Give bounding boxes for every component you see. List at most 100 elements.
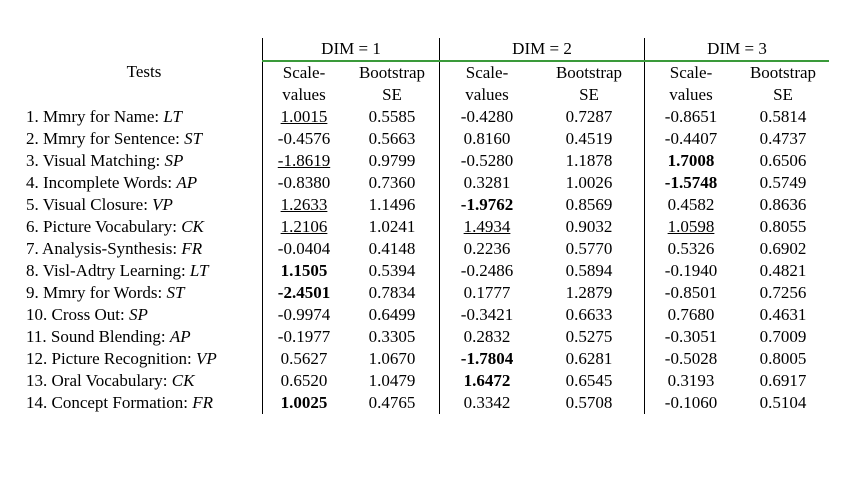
test-code: AP	[169, 327, 191, 346]
se-header: SE	[579, 85, 599, 104]
table-row: 1. Mmry for Name: LT 1.0015 0.5585 -0.4280 0…	[26, 106, 829, 128]
table-row: 12. Picture Recognition: VP 0.5627 1.0670 -…	[26, 348, 829, 370]
dim2-se-value: 0.6281	[565, 349, 613, 368]
dim2-scale-value: 0.3342	[463, 393, 511, 412]
dim2-scale-cell: -1.7804	[439, 348, 534, 370]
dim-1-header: DIM = 1	[262, 38, 440, 62]
test-name: 14. Concept Formation:	[26, 393, 193, 412]
scale-header: Scale-	[262, 61, 345, 84]
dim2-se-cell: 0.6281	[534, 348, 645, 370]
dim2-se-value: 0.6545	[565, 371, 613, 390]
dim1-se-cell: 0.4765	[345, 392, 440, 414]
dim-header-row: Tests DIM = 1 DIM = 2 DIM = 3	[26, 38, 829, 81]
test-name-cell: 8. Visl-Adtry Learning: LT	[26, 260, 263, 282]
scale-header: Scale-	[439, 61, 534, 84]
dim1-scale-cell: 1.1505	[262, 260, 345, 282]
dim1-se-value: 1.1496	[368, 195, 416, 214]
test-name-cell: 12. Picture Recognition: VP	[26, 348, 263, 370]
dim3-se-value: 0.5104	[759, 393, 807, 412]
dim2-se-cell: 0.9032	[534, 216, 645, 238]
table-row: 7. Analysis-Synthesis: FR -0.0404 0.4148 0.…	[26, 238, 829, 260]
subheader-row-2: values SE values SE values SE	[26, 84, 829, 106]
table-row: 14. Concept Formation: FR 1.0025 0.4765 0.3…	[26, 392, 829, 414]
dim3-scale-cell: -0.8651	[644, 106, 737, 128]
dim1-scale-cell: 1.0015	[262, 106, 345, 128]
dim3-se-cell: 0.7009	[737, 326, 829, 348]
dim1-scale-cell: 0.5627	[262, 348, 345, 370]
dim1-scale-value: 1.2633	[280, 195, 328, 214]
dim1-se-value: 0.4765	[368, 393, 416, 412]
test-name-cell: 13. Oral Vocabulary: CK	[26, 370, 263, 392]
dim3-scale-cell: -0.4407	[644, 128, 737, 150]
dim3-se-value: 0.8055	[759, 217, 807, 236]
se-header: SE	[382, 85, 402, 104]
dim3-se-cell: 0.5814	[737, 106, 829, 128]
test-name-cell: 6. Picture Vocabulary: CK	[26, 216, 263, 238]
test-name: 3. Visual Matching:	[26, 151, 165, 170]
dim3-scale-cell: -0.1060	[644, 392, 737, 414]
test-name-cell: 4. Incomplete Words: AP	[26, 172, 263, 194]
dim3-scale-value: 0.5326	[667, 239, 715, 258]
dim2-se-cell: 0.7287	[534, 106, 645, 128]
dim1-scale-value: -2.4501	[277, 283, 331, 302]
dim2-se-cell: 0.8569	[534, 194, 645, 216]
dim2-se-value: 1.0026	[565, 173, 613, 192]
dim1-scale-value: -0.8380	[277, 173, 331, 192]
test-name: 5. Visual Closure:	[26, 195, 153, 214]
dim3-scale-value: 0.4582	[667, 195, 715, 214]
tests-header: Tests	[126, 62, 162, 81]
dim1-scale-cell: -0.8380	[262, 172, 345, 194]
dim1-scale-cell: -2.4501	[262, 282, 345, 304]
test-name: 4. Incomplete Words:	[26, 173, 177, 192]
dim1-scale-value: 1.2106	[280, 217, 328, 236]
dim3-se-cell: 0.8005	[737, 348, 829, 370]
dim1-scale-cell: 0.6520	[262, 370, 345, 392]
dim3-se-cell: 0.7256	[737, 282, 829, 304]
dim1-se-cell: 1.0241	[345, 216, 440, 238]
dim2-scale-value: 0.2832	[463, 327, 511, 346]
dim3-scale-cell: -0.1940	[644, 260, 737, 282]
test-name: 9. Mmry for Words:	[26, 283, 167, 302]
test-code: CK	[171, 371, 195, 390]
dim1-se-cell: 0.5585	[345, 106, 440, 128]
dim3-scale-value: -0.8501	[664, 283, 718, 302]
dim1-se-cell: 0.5663	[345, 128, 440, 150]
dim1-se-value: 1.0241	[368, 217, 416, 236]
dim2-se-cell: 0.5894	[534, 260, 645, 282]
values-header: values	[644, 84, 737, 106]
test-code: ST	[184, 129, 203, 148]
dim2-scale-cell: -0.5280	[439, 150, 534, 172]
dim1-se-cell: 1.0670	[345, 348, 440, 370]
dim3-se-cell: 0.5749	[737, 172, 829, 194]
dim3-se-value: 0.8005	[759, 349, 807, 368]
dim-3-header: DIM = 3	[644, 38, 829, 62]
dim2-se-cell: 0.6633	[534, 304, 645, 326]
dim2-scale-cell: 1.6472	[439, 370, 534, 392]
dim3-se-value: 0.7256	[759, 283, 807, 302]
dim2-se-cell: 0.6545	[534, 370, 645, 392]
dim2-scale-value: -0.5280	[460, 151, 514, 170]
dim1-se-cell: 0.4148	[345, 238, 440, 260]
dim2-se-value: 1.2879	[565, 283, 613, 302]
dim1-scale-value: 0.6520	[280, 371, 328, 390]
test-code: SP	[164, 151, 184, 170]
dim3-se-value: 0.7009	[759, 327, 807, 346]
test-code: LT	[189, 261, 209, 280]
dim1-scale-cell: 1.0025	[262, 392, 345, 414]
dim2-se-value: 0.9032	[565, 217, 613, 236]
values-header: values	[262, 84, 345, 106]
dim1-se-value: 0.5663	[368, 129, 416, 148]
dim2-scale-value: 0.2236	[463, 239, 511, 258]
dim3-se-value: 0.4631	[759, 305, 807, 324]
dim2-se-cell: 0.4519	[534, 128, 645, 150]
dim1-se-cell: 0.3305	[345, 326, 440, 348]
dim1-scale-value: 1.0025	[280, 393, 328, 412]
dim1-se-value: 0.3305	[368, 327, 416, 346]
dim1-scale-cell: -0.9974	[262, 304, 345, 326]
table-row: 3. Visual Matching: SP -1.8619 0.9799 -0.52…	[26, 150, 829, 172]
dim3-se-cell: 0.5104	[737, 392, 829, 414]
test-code: VP	[152, 195, 173, 214]
dim3-scale-value: -1.5748	[664, 173, 718, 192]
dim-2-header: DIM = 2	[439, 38, 645, 62]
table-body: 1. Mmry for Name: LT 1.0015 0.5585 -0.4280 0…	[26, 106, 829, 414]
